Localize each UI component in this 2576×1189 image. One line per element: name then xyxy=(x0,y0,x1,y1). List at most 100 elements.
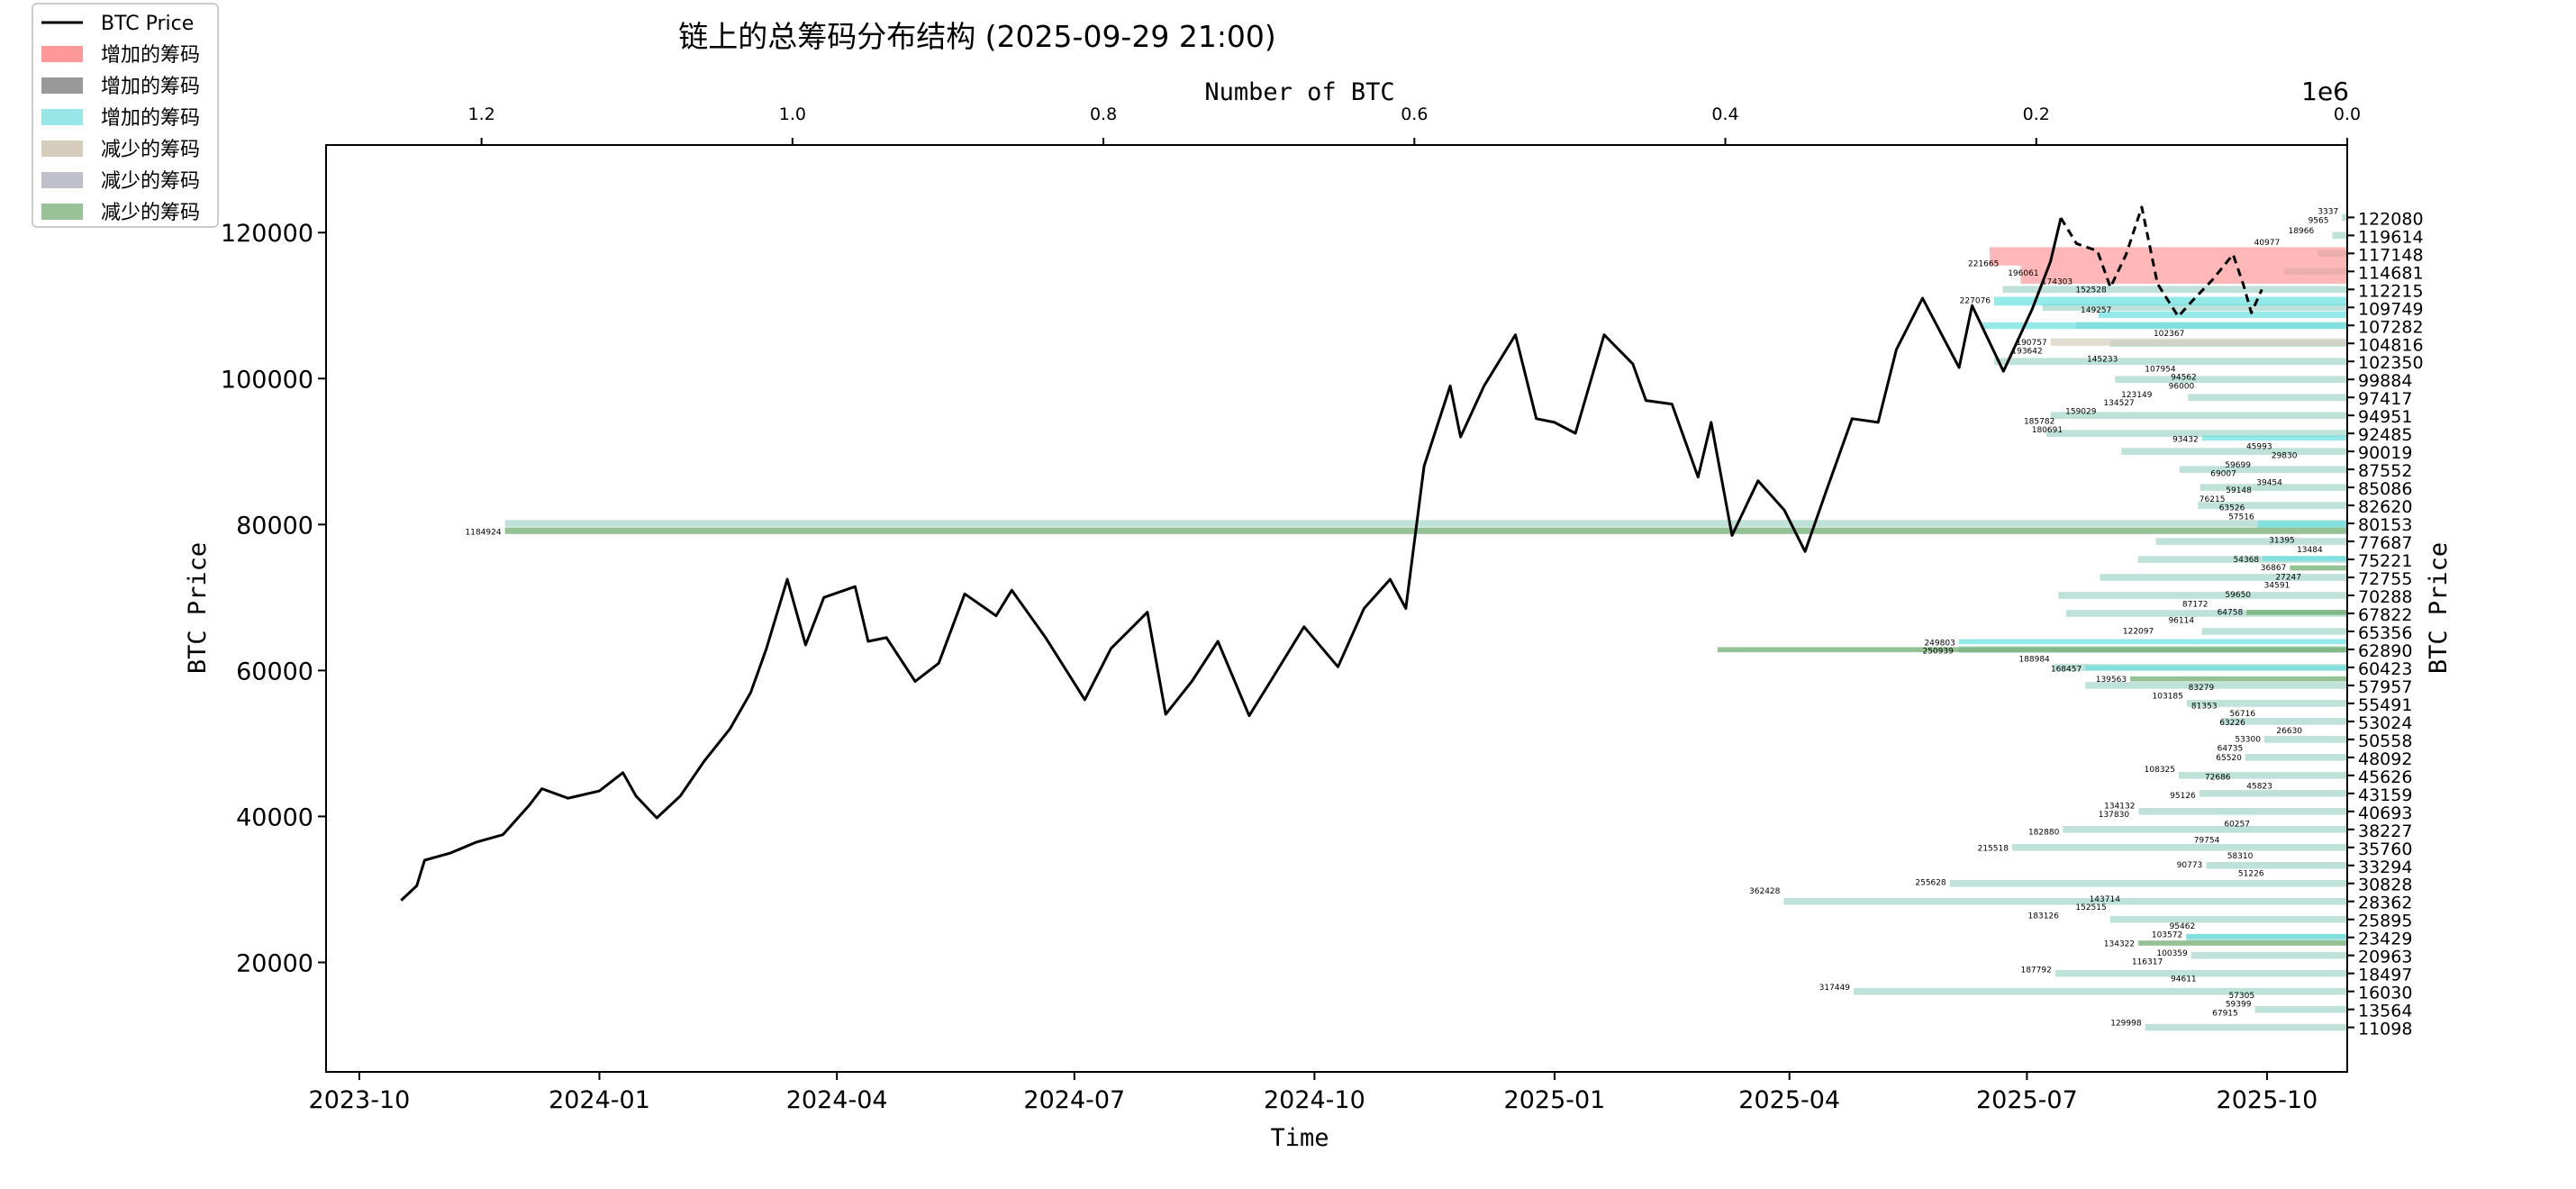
right-y-tick-label-11: 94951 xyxy=(2358,407,2412,427)
right-y-tick-label-24: 62890 xyxy=(2358,641,2412,661)
right-y-tick-label-9: 99884 xyxy=(2358,371,2412,391)
distribution-overlay-5 xyxy=(2050,338,2347,346)
distribution-bar-33 xyxy=(2138,808,2347,815)
distribution-bar-23 xyxy=(2201,628,2347,635)
bar-label-84: 57305 xyxy=(2228,992,2254,1001)
bar-label-63: 137830 xyxy=(2099,811,2130,820)
bar-label-35: 54368 xyxy=(2234,556,2260,565)
right-y-tick-label-41: 20963 xyxy=(2358,948,2412,967)
distribution-bar-5 xyxy=(2042,304,2347,312)
bar-label-50: 103185 xyxy=(2153,693,2183,702)
right-y-tick-label-36: 33294 xyxy=(2358,858,2412,877)
bar-label-25: 59699 xyxy=(2225,461,2251,470)
bar-label-39: 59650 xyxy=(2225,591,2251,600)
right-y-tick-label-14: 87552 xyxy=(2358,461,2412,481)
x-tick-label-6: 2025-04 xyxy=(1738,1086,1840,1114)
legend-swatch-2 xyxy=(41,77,83,94)
bar-label-1: 9565 xyxy=(2308,216,2329,225)
bar-label-87: 129998 xyxy=(2110,1020,2142,1029)
distribution-bars xyxy=(504,213,2347,1031)
bar-label-5: 196061 xyxy=(2008,269,2038,278)
x-tick-label-1: 2024-01 xyxy=(549,1086,650,1114)
bar-label-78: 134322 xyxy=(2104,939,2135,948)
top-x-tick-label-6: 0.0 xyxy=(2334,104,2361,124)
bar-label-11: 190757 xyxy=(2016,339,2046,348)
bar-label-52: 56716 xyxy=(2229,710,2255,719)
right-y-tick-label-8: 102350 xyxy=(2358,353,2424,373)
bar-label-4: 221665 xyxy=(1968,259,1999,268)
right-y-tick-label-39: 25895 xyxy=(2358,912,2412,931)
right-y-tick-label-21: 70288 xyxy=(2358,587,2412,607)
top-x-tick-label-0: 1.2 xyxy=(468,104,495,124)
bar-label-29: 76215 xyxy=(2200,495,2226,504)
top-x-tick-label-5: 0.2 xyxy=(2023,104,2050,124)
distribution-overlay-0 xyxy=(1989,247,2347,266)
bar-label-49: 83279 xyxy=(2189,684,2215,693)
distribution-overlay-12 xyxy=(1958,639,2347,645)
bar-label-9: 149257 xyxy=(2081,306,2111,315)
distribution-bar-12 xyxy=(2045,430,2347,437)
bar-label-0: 3337 xyxy=(2317,208,2338,217)
right-y-tick-label-42: 18497 xyxy=(2358,966,2412,985)
bar-label-44: 249803 xyxy=(1924,640,1955,649)
bar-label-54: 26630 xyxy=(2276,727,2302,736)
bar-label-42: 96114 xyxy=(2168,616,2194,625)
right-y-tick-label-10: 97417 xyxy=(2358,389,2412,409)
right-y-tick-label-16: 82620 xyxy=(2358,497,2412,517)
distribution-overlay-15 xyxy=(2130,676,2347,682)
distribution-bar-16 xyxy=(2198,502,2347,509)
right-y-tick-label-31: 45626 xyxy=(2358,767,2412,787)
bar-label-56: 64735 xyxy=(2218,744,2244,753)
y-tick-label-4: 100000 xyxy=(221,366,313,394)
distribution-bar-8 xyxy=(1994,358,2347,366)
bar-label-8: 227076 xyxy=(1960,297,1991,306)
right-y-tick-label-27: 55491 xyxy=(2358,695,2412,715)
bar-label-64: 60257 xyxy=(2224,821,2250,830)
legend-swatch-5 xyxy=(41,172,83,188)
bar-label-74: 152515 xyxy=(2075,903,2106,912)
distribution-bar-17 xyxy=(504,520,2347,527)
right-y-tick-label-3: 114681 xyxy=(2358,263,2424,283)
bar-label-58: 108325 xyxy=(2145,766,2175,775)
x-axis-label: Time xyxy=(1270,1124,1329,1152)
distribution-bar-10 xyxy=(2188,394,2347,402)
y-tick-label-3: 80000 xyxy=(236,512,313,540)
distribution-overlay-7 xyxy=(2257,521,2347,528)
distribution-bar-32 xyxy=(2199,790,2347,797)
distribution-bar-0 xyxy=(2342,213,2347,222)
right-y-tick-label-38: 28362 xyxy=(2358,894,2412,913)
distribution-bar-27 xyxy=(2186,700,2347,707)
distribution-bar-41 xyxy=(2191,951,2347,959)
distribution-bar-35 xyxy=(2011,843,2347,851)
bar-label-41: 64758 xyxy=(2218,609,2244,618)
bar-label-10: 102367 xyxy=(2154,330,2184,339)
x-tick-label-8: 2025-10 xyxy=(2217,1086,2318,1114)
bar-label-81: 187792 xyxy=(2020,967,2051,976)
y-axis-label: BTC Price xyxy=(184,542,212,674)
bar-label-19: 159029 xyxy=(2065,408,2097,417)
bar-label-14: 107954 xyxy=(2145,366,2176,375)
x-tick-label-5: 2025-01 xyxy=(1504,1086,1606,1114)
right-y-tick-label-2: 117148 xyxy=(2358,245,2424,265)
right-y-tick-label-12: 92485 xyxy=(2358,425,2412,445)
right-y-tick-label-25: 60423 xyxy=(2358,659,2412,679)
distribution-overlay-6 xyxy=(2201,435,2347,441)
right-y-tick-label-45: 11098 xyxy=(2358,1020,2412,1039)
distribution-bar-18 xyxy=(2155,538,2347,545)
legend-label-3: 增加的筹码 xyxy=(101,107,200,130)
distribution-bar-38 xyxy=(1783,897,2347,905)
bar-label-7: 152528 xyxy=(2075,286,2107,295)
bar-label-46: 188984 xyxy=(2018,655,2050,664)
right-y-tick-label-17: 80153 xyxy=(2358,515,2412,535)
bar-label-27: 39454 xyxy=(2256,478,2282,487)
distribution-overlay-14 xyxy=(2085,665,2347,671)
bar-label-80: 116317 xyxy=(2132,958,2163,967)
price-line-0 xyxy=(400,217,2063,902)
bar-label-30: 63526 xyxy=(2219,504,2245,513)
bar-label-60: 45823 xyxy=(2246,782,2272,791)
distribution-bar-44 xyxy=(2254,1005,2347,1013)
bar-label-34: 13484 xyxy=(2297,546,2323,555)
bar-label-26: 69007 xyxy=(2210,470,2236,479)
right-y-tick-label-23: 65356 xyxy=(2358,623,2412,643)
